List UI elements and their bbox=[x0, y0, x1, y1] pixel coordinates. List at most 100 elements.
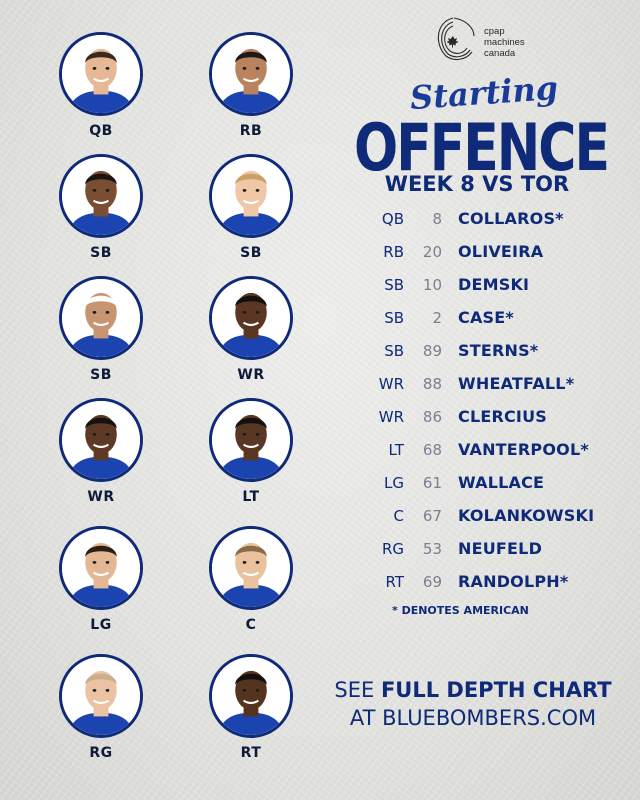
roster-row: SB 2 CASE* bbox=[366, 303, 616, 336]
sponsor-line-1: cpap bbox=[484, 26, 505, 37]
roster-position: RT bbox=[385, 573, 405, 591]
sponsor-line-2: machines bbox=[484, 37, 525, 48]
cta-prefix: SEE bbox=[334, 678, 381, 702]
roster-position: SB bbox=[384, 309, 404, 327]
player-position-label: LT bbox=[242, 489, 260, 505]
player-headshot-icon bbox=[62, 35, 140, 113]
player-position-label: SB bbox=[90, 367, 112, 383]
avatar bbox=[209, 654, 293, 738]
player-card: SB bbox=[51, 154, 151, 261]
roster-player-name: VANTERPOOL* bbox=[458, 440, 589, 459]
player-headshot-icon bbox=[212, 279, 290, 357]
player-headshot-icon bbox=[212, 157, 290, 235]
roster-player-name: DEMSKI bbox=[458, 275, 530, 294]
player-position-label: RG bbox=[89, 745, 113, 761]
player-card: RG bbox=[51, 654, 151, 761]
player-headshot-icon bbox=[212, 35, 290, 113]
roster-position: LG bbox=[384, 474, 404, 492]
roster-number: 53 bbox=[422, 540, 442, 558]
roster-row: RT 69 RANDOLPH* bbox=[366, 567, 616, 600]
player-headshot-icon bbox=[62, 279, 140, 357]
avatar bbox=[59, 526, 143, 610]
roster-number: 69 bbox=[422, 573, 442, 591]
roster-player-name: NEUFELD bbox=[458, 539, 543, 558]
roster-number: 61 bbox=[422, 474, 442, 492]
roster-position: SB bbox=[384, 342, 404, 360]
player-position-label: LG bbox=[90, 617, 112, 633]
roster-row: QB 8 COLLAROS* bbox=[366, 204, 616, 237]
roster-position: WR bbox=[378, 408, 404, 426]
player-headshot-icon bbox=[212, 657, 290, 735]
roster-row: LG 61 WALLACE bbox=[366, 468, 616, 501]
player-card: SB bbox=[201, 154, 301, 261]
player-card: WR bbox=[51, 398, 151, 505]
roster-number: 89 bbox=[422, 342, 442, 360]
roster-position: RG bbox=[381, 540, 404, 558]
player-card: SB bbox=[51, 276, 151, 383]
week-subtitle: WEEK 8 VS TOR bbox=[384, 172, 570, 196]
roster-position: QB bbox=[381, 210, 404, 228]
roster-position: C bbox=[393, 507, 404, 525]
roster-player-name: STERNS* bbox=[458, 341, 539, 360]
player-position-label: SB bbox=[240, 245, 262, 261]
player-position-label: WR bbox=[87, 489, 115, 505]
sponsor-logo: cpap machines canada bbox=[428, 14, 538, 66]
player-headshot-icon bbox=[62, 157, 140, 235]
roster-player-name: OLIVEIRA bbox=[458, 242, 544, 261]
player-card: C bbox=[201, 526, 301, 633]
player-position-label: QB bbox=[89, 123, 113, 139]
player-card: LT bbox=[201, 398, 301, 505]
player-position-label: SB bbox=[90, 245, 112, 261]
avatar bbox=[59, 654, 143, 738]
cta-bold: FULL DEPTH CHART bbox=[380, 678, 612, 702]
roster-row: LT 68 VANTERPOOL* bbox=[366, 435, 616, 468]
avatar bbox=[59, 398, 143, 482]
player-card: RB bbox=[201, 32, 301, 139]
roster-player-name: CASE* bbox=[458, 308, 514, 327]
roster-player-name: WALLACE bbox=[458, 473, 545, 492]
roster-row: SB 10 DEMSKI bbox=[366, 270, 616, 303]
roster-row: RG 53 NEUFELD bbox=[366, 534, 616, 567]
roster-player-name: KOLANKOWSKI bbox=[458, 506, 595, 525]
player-headshot-icon bbox=[212, 401, 290, 479]
avatar bbox=[59, 32, 143, 116]
roster-number: 68 bbox=[422, 441, 442, 459]
roster-player-name: RANDOLPH* bbox=[458, 572, 569, 591]
player-position-label: WR bbox=[237, 367, 265, 383]
player-card: LG bbox=[51, 526, 151, 633]
roster-row: SB 89 STERNS* bbox=[366, 336, 616, 369]
player-position-label: RT bbox=[240, 745, 262, 761]
player-headshot-icon bbox=[62, 529, 140, 607]
roster-position: LT bbox=[388, 441, 404, 459]
roster-row: C 67 KOLANKOWSKI bbox=[366, 501, 616, 534]
player-position-label: C bbox=[245, 617, 257, 633]
roster-row: RB 20 OLIVEIRA bbox=[366, 237, 616, 270]
roster-number: 10 bbox=[422, 276, 442, 294]
roster-number: 20 bbox=[422, 243, 442, 261]
avatar bbox=[209, 526, 293, 610]
sponsor-line-3: canada bbox=[484, 48, 516, 59]
depth-chart-cta: SEE FULL DEPTH CHART AT BLUEBOMBERS.COM bbox=[320, 676, 626, 732]
footnote: * DENOTES AMERICAN bbox=[392, 604, 529, 617]
roster-position: RB bbox=[383, 243, 404, 261]
player-position-label: RB bbox=[239, 123, 263, 139]
avatar bbox=[59, 276, 143, 360]
cpap-leaf-swirl-icon bbox=[437, 17, 475, 61]
player-headshot-icon bbox=[212, 529, 290, 607]
player-headshot-icon bbox=[62, 401, 140, 479]
player-card: RT bbox=[201, 654, 301, 761]
roster-number: 86 bbox=[422, 408, 442, 426]
avatar bbox=[209, 154, 293, 238]
player-card: WR bbox=[201, 276, 301, 383]
avatar bbox=[209, 398, 293, 482]
roster-list: QB 8 COLLAROS* RB 20 OLIVEIRA SB 10 DEMSKI SB 2 CAS… bbox=[366, 204, 616, 600]
roster-player-name: COLLAROS* bbox=[458, 209, 564, 228]
avatar bbox=[59, 154, 143, 238]
player-card: QB bbox=[51, 32, 151, 139]
roster-position: SB bbox=[384, 276, 404, 294]
cta-url: AT BLUEBOMBERS.COM bbox=[349, 706, 597, 730]
roster-number: 88 bbox=[422, 375, 442, 393]
player-headshot-icon bbox=[62, 657, 140, 735]
roster-player-name: WHEATFALL* bbox=[458, 374, 575, 393]
roster-row: WR 86 CLERCIUS bbox=[366, 402, 616, 435]
